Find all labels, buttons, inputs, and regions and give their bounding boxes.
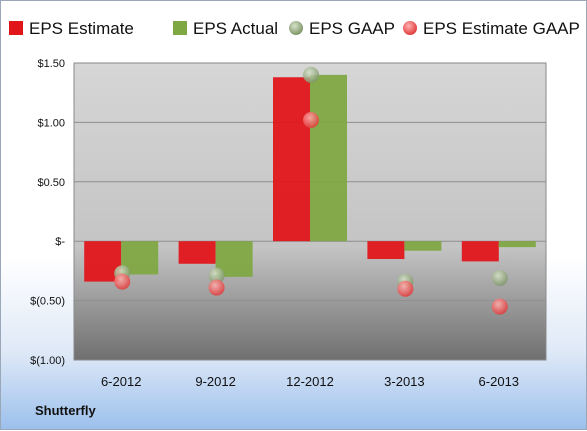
y-tick-label: $1.00 <box>37 117 65 129</box>
eps-estimate-legend-swatch <box>9 21 23 35</box>
x-axis-category-labels: 6-2012 9-2012 12-2012 3-2013 6-2013 <box>101 374 519 389</box>
x-category-label: 6-2013 <box>479 374 519 389</box>
eps-estimate-bar <box>461 241 499 262</box>
company-name: Shutterfly <box>35 403 96 418</box>
eps-estimate-legend-label: EPS Estimate <box>29 19 134 38</box>
eps-estimate-gaap-point <box>208 279 225 296</box>
eps-estimate-gaap-point <box>303 112 319 129</box>
y-tick-label: $- <box>55 236 65 248</box>
eps-gaap-point <box>208 267 225 284</box>
eps-estimate-gaap-legend-label: EPS Estimate GAAP <box>423 19 580 38</box>
eps-actual-bar <box>404 241 442 251</box>
eps-gaap-point <box>491 270 508 287</box>
eps-estimate-bar <box>273 77 310 242</box>
dots-group <box>114 66 508 315</box>
eps-gaap-legend-swatch <box>289 21 303 35</box>
eps-estimate-gaap-point <box>397 280 414 297</box>
eps-actual-bar <box>498 241 536 248</box>
eps-estimate-gaap-legend-swatch <box>403 21 417 35</box>
x-category-label: 12-2012 <box>286 374 334 389</box>
y-tick-label: $0.50 <box>37 177 65 189</box>
eps-estimate-bar <box>178 241 216 264</box>
x-category-label: 3-2013 <box>384 374 424 389</box>
eps-estimate-gaap-point <box>491 298 508 315</box>
eps-gaap-legend-label: EPS GAAP <box>309 19 395 38</box>
x-category-label: 6-2012 <box>101 374 141 389</box>
eps-estimate-gaap-point <box>114 273 131 290</box>
x-category-label: 9-2012 <box>195 374 235 389</box>
legend: EPS Estimate EPS Actual EPS GAAP EPS Estima… <box>9 19 580 38</box>
y-tick-label: $(0.50) <box>30 296 65 308</box>
y-tick-label: $(1.00) <box>30 355 65 367</box>
y-axis-tick-labels: $1.50 $1.00 $0.50 $- $(0.50) $(1.00) <box>30 58 65 367</box>
eps-actual-legend-label: EPS Actual <box>193 19 278 38</box>
eps-gaap-point <box>303 66 319 83</box>
eps-estimate-bar <box>367 241 405 260</box>
eps-actual-bar <box>310 74 347 242</box>
y-tick-label: $1.50 <box>37 58 65 70</box>
eps-actual-legend-swatch <box>173 21 187 35</box>
